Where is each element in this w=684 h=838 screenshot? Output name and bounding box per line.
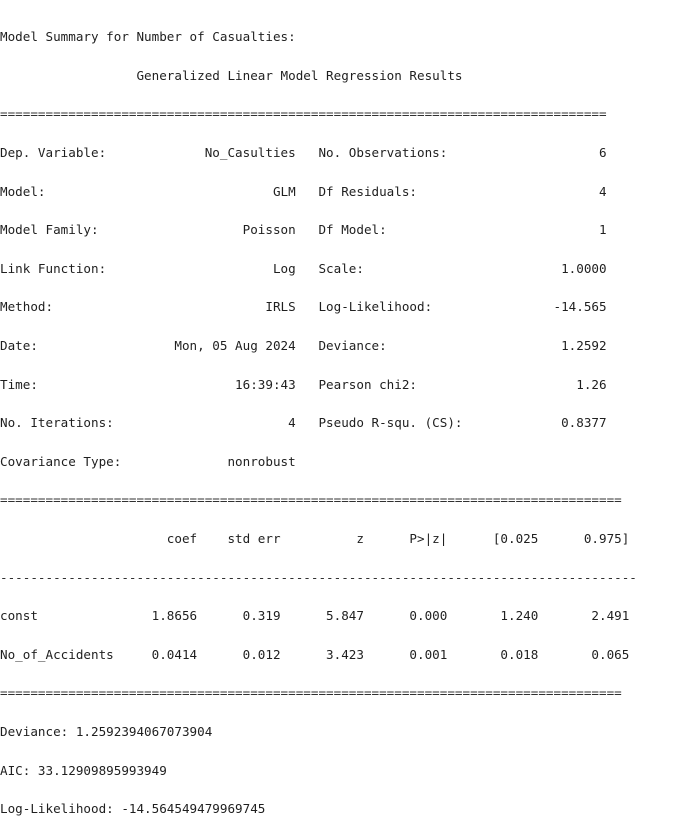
model-info-row: Model Family: Poisson Df Model: 1 [0,222,607,238]
coef-table-header: coef std err z P>|z| [0.025 0.975] [0,531,630,547]
log-likelihood-line: Log-Likelihood: -14.564549479969745 [0,801,266,817]
top-double-rule: ========================================… [0,106,607,122]
deviance-line: Deviance: 1.2592394067073904 [0,723,213,739]
model-info-row: Date: Mon, 05 Aug 2024 Deviance: 1.2592 [0,338,607,354]
model-info-row: Link Function: Log Scale: 1.0000 [0,260,607,276]
notebook-output: Model Summary for Number of Casualties: … [0,8,637,838]
model-info-row: No. Iterations: 4 Pseudo R-squ. (CS): 0.… [0,415,607,431]
coef-top-double-rule: ========================================… [0,492,622,508]
model-info-row: Time: 16:39:43 Pearson chi2: 1.26 [0,376,607,392]
model-info-row: Method: IRLS Log-Likelihood: -14.565 [0,299,607,315]
coef-row-accidents: No_of_Accidents 0.0414 0.012 3.423 0.001… [0,646,630,662]
model-info-row: Dep. Variable: No_Casulties No. Observat… [0,145,607,161]
coef-row-const: const 1.8656 0.319 5.847 0.000 1.240 2.4… [0,608,630,624]
aic-line: AIC: 33.12909895993949 [0,762,167,778]
model-info-row: Covariance Type: nonrobust [0,453,296,469]
results-title: Generalized Linear Model Regression Resu… [0,67,463,83]
summary-intro: Model Summary for Number of Casualties: [0,29,296,45]
model-info-row: Model: GLM Df Residuals: 4 [0,183,607,199]
coef-table-divider: ----------------------------------------… [0,569,637,585]
coef-bottom-double-rule: ========================================… [0,685,622,701]
